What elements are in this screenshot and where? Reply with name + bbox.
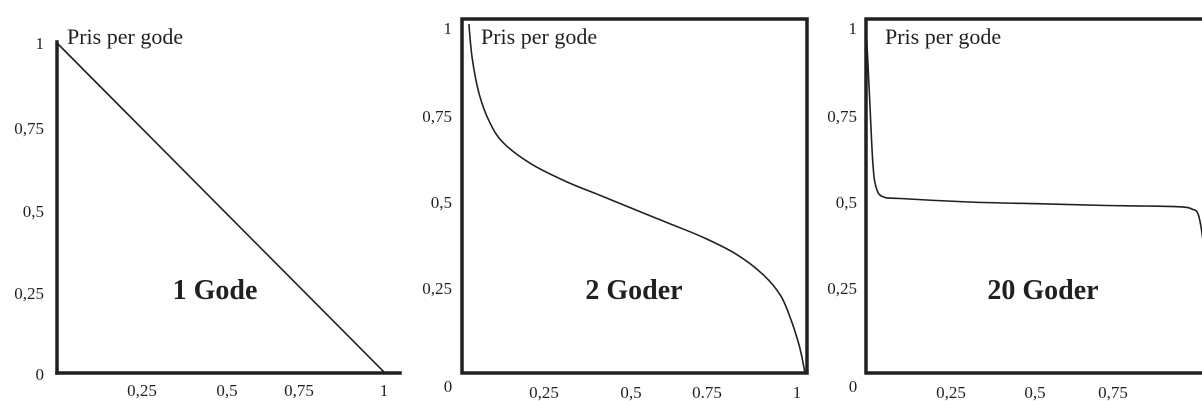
y-axis-label: Pris per gode [885, 24, 1001, 49]
x-tick-label: 0,75 [1098, 383, 1128, 401]
plot-frame [460, 17, 809, 375]
y-tick-label: 0,25 [827, 279, 857, 298]
x-tick-label: 0,75 [284, 381, 314, 400]
panel-2: Pris per gode 2 Goder 0,25 0,5 0,75 1 0 … [422, 17, 809, 401]
chart-title: 2 Goder [585, 275, 682, 306]
x-tick-label: 0,5 [1024, 383, 1045, 401]
chart-title: 20 Goder [987, 275, 1098, 306]
y-tick-label: 0,5 [23, 202, 44, 221]
y-tick-label: 1 [36, 34, 45, 53]
y-tick-label: 0,5 [431, 193, 452, 212]
panel-1: Pris per gode 1 Gode 0 0,25 0,5 0,75 1 0… [14, 24, 402, 400]
y-tick-label: 0,75 [827, 107, 857, 126]
x-tick-label: 0,25 [529, 383, 559, 401]
x-tick-label: 0,5 [620, 383, 641, 401]
y-tick-label: 0,75 [14, 119, 44, 138]
chart-title: 1 Gode [173, 275, 258, 306]
y-tick-label: 1 [849, 19, 858, 38]
x-tick-label: 0 [444, 377, 453, 396]
y-tick-label: 0,75 [422, 107, 452, 126]
x-tick-label: 1 [793, 383, 802, 401]
series-curve [468, 23, 806, 374]
x-tick-label: 0 [849, 377, 858, 396]
x-tick-label: 1 [380, 381, 389, 400]
plot-frame [864, 17, 1202, 375]
x-tick-label: 0,25 [127, 381, 157, 400]
y-tick-label: 0,5 [836, 193, 857, 212]
x-tick-label: 0.75 [692, 383, 722, 401]
y-tick-label: 0 [36, 365, 45, 384]
y-tick-label: 0,25 [14, 284, 44, 303]
y-axis-label: Pris per gode [67, 24, 183, 49]
y-tick-label: 1 [444, 19, 453, 38]
series-curve [865, 23, 1202, 240]
y-axis-label: Pris per gode [481, 24, 597, 49]
x-tick-label: 0,25 [936, 383, 966, 401]
series-line [56, 42, 386, 374]
y-tick-label: 0,25 [422, 279, 452, 298]
x-tick-label: 0,5 [216, 381, 237, 400]
panel-3: Pris per gode 20 Goder 0,25 0,5 0,75 1 0… [827, 17, 1202, 401]
